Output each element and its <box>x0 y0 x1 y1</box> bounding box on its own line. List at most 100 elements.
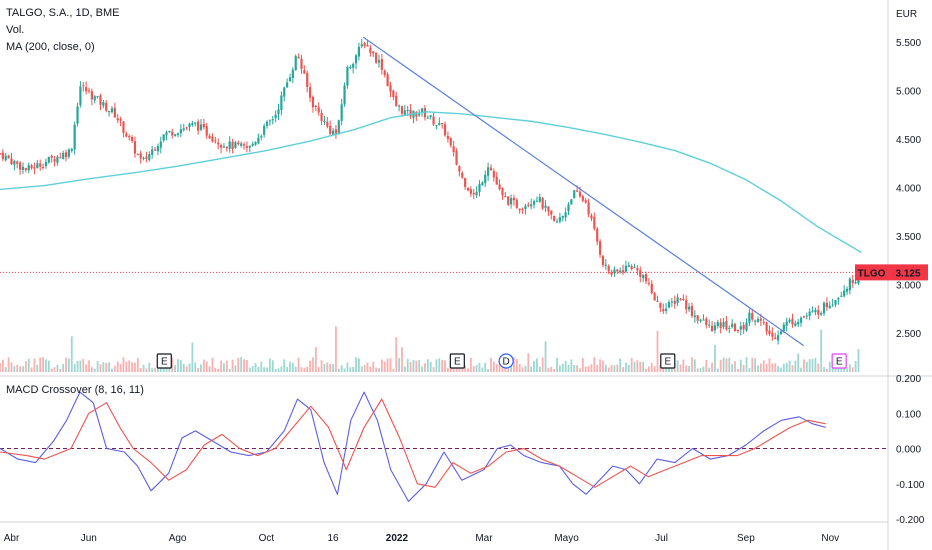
volume-bar <box>352 366 355 372</box>
candle-body <box>185 127 188 129</box>
candle-body <box>791 318 794 325</box>
candle-body <box>36 163 39 169</box>
earnings-marker[interactable] <box>660 353 676 369</box>
candle-body <box>690 305 694 317</box>
volume-bar <box>642 361 645 372</box>
candle-body <box>676 297 679 304</box>
volume-bar <box>533 361 535 372</box>
candle-body <box>656 300 659 302</box>
candle-body <box>110 108 114 113</box>
candle-body <box>771 332 774 337</box>
volume-bar <box>757 365 759 372</box>
candle-body <box>179 129 182 134</box>
volume-bar <box>412 359 415 372</box>
volume-bar <box>24 361 27 372</box>
volume-bar <box>317 367 320 372</box>
volume-bar <box>42 357 44 372</box>
candle-body <box>156 146 160 152</box>
candle-body <box>93 96 96 101</box>
candle-body <box>420 108 424 113</box>
candle-body <box>334 129 338 134</box>
candle-body <box>237 142 240 145</box>
candle-body <box>762 322 765 324</box>
candle-body <box>696 315 699 321</box>
candle-body <box>199 124 203 130</box>
volume-bar <box>656 330 659 372</box>
volume-bar <box>291 362 294 372</box>
macd-line <box>0 391 826 502</box>
volume-bar <box>550 366 553 372</box>
candle-body <box>429 115 432 117</box>
candle-body <box>621 270 625 273</box>
volume-bar <box>848 364 851 372</box>
volume-bar <box>85 364 88 372</box>
candle-body <box>176 133 180 135</box>
candle-body <box>99 95 102 105</box>
candle-body <box>145 156 148 159</box>
volume-bar <box>426 359 429 372</box>
candle-body <box>848 278 851 291</box>
volume-bar <box>223 363 225 372</box>
candle-body <box>168 130 171 132</box>
candle-body <box>53 159 56 162</box>
candle-body <box>504 196 507 198</box>
volume-bar <box>814 357 817 372</box>
volume-bar <box>579 368 581 372</box>
earnings-marker[interactable] <box>156 353 172 369</box>
candle-body <box>811 310 814 312</box>
volume-bar <box>469 357 472 372</box>
volume-bar <box>492 361 495 372</box>
candle-body <box>481 182 484 186</box>
candle-body <box>708 324 711 326</box>
macd-legend: MACD Crossover (8, 16, 11) <box>6 384 144 396</box>
candle-body <box>693 315 696 318</box>
candle-body <box>817 309 820 315</box>
volume-bar <box>561 363 564 372</box>
volume-bar <box>719 359 722 372</box>
volume-bar <box>421 366 423 372</box>
earnings-marker[interactable] <box>449 353 465 369</box>
volume-bar <box>607 367 610 372</box>
volume-bar <box>424 363 426 372</box>
volume-bar <box>366 362 369 372</box>
volume-bar <box>225 360 228 372</box>
volume-bar <box>691 357 693 372</box>
volume-bar <box>401 347 403 372</box>
volume-bar <box>682 359 685 372</box>
volume-bar <box>355 357 357 372</box>
candle-body <box>337 120 340 135</box>
candle-body <box>541 197 544 209</box>
dividend-marker[interactable] <box>498 353 514 369</box>
volume-bar <box>33 358 36 372</box>
volume-bar <box>785 362 788 372</box>
volume-bar <box>314 347 317 372</box>
candle-body <box>765 322 768 332</box>
volume-bar <box>182 363 185 372</box>
earnings-marker[interactable] <box>831 353 847 369</box>
candle-body <box>670 301 673 303</box>
volume-bar <box>518 363 521 372</box>
candle-body <box>521 209 524 211</box>
volume-bar <box>277 368 280 372</box>
volume-bar <box>113 365 116 372</box>
volume-bar <box>467 368 469 372</box>
candle-body <box>627 265 630 267</box>
volume-bar <box>306 366 309 372</box>
volume-bar <box>30 367 33 372</box>
candle-body <box>418 113 421 116</box>
volume-bar <box>633 361 636 372</box>
volume-bar <box>165 367 168 372</box>
volume-bar <box>300 367 303 372</box>
candle-body <box>834 300 837 305</box>
volume-bar <box>70 336 73 372</box>
volume-bar <box>564 360 567 372</box>
volume-bar <box>857 349 860 372</box>
candle-body <box>343 85 346 105</box>
trendline[interactable] <box>362 36 804 347</box>
candle-body <box>619 270 622 273</box>
volume-bar <box>513 357 515 372</box>
candle-body <box>553 215 556 221</box>
candle-body <box>679 298 682 300</box>
volume-bar <box>79 360 82 372</box>
